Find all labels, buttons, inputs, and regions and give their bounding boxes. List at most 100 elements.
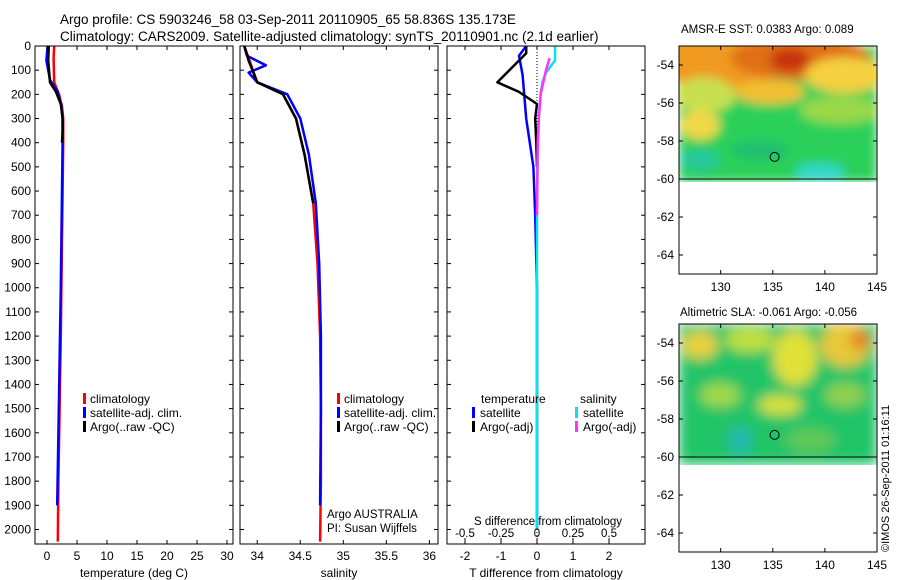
lon-tick-label: 130 — [711, 558, 731, 572]
sst-map-title: AMSR-E SST: 0.0383 Argo: 0.089 — [681, 24, 854, 36]
legend-swatch-t-argo — [472, 421, 475, 432]
x-tick-label: 1 — [570, 549, 577, 563]
depth-tick-label: 1000 — [4, 281, 31, 295]
x-tick-label: 15 — [130, 549, 144, 563]
salinity-legend: climatology satellite-adj. clim. Argo(..… — [337, 392, 436, 434]
sst-argo-location — [769, 151, 780, 162]
depth-tick-label: 1600 — [4, 426, 31, 440]
lon-tick-label: 135 — [763, 558, 783, 572]
legend-label-t-argo: Argo(-adj) — [480, 420, 533, 434]
x-tick-label: 30 — [220, 549, 234, 563]
legend-swatch-climatology — [337, 393, 340, 404]
depth-tick-label: 400 — [11, 136, 31, 150]
lon-tick-label: 145 — [867, 280, 887, 294]
legend-label-satellite: satellite-adj. clim. — [344, 406, 436, 420]
depth-tick-label: 100 — [11, 63, 31, 77]
sst-field — [679, 46, 877, 182]
x-tick-label: 5 — [74, 549, 81, 563]
difference-series — [496, 45, 557, 544]
imos-credit: ©IMOS 26-Sep-2011 01:16:11 — [880, 405, 892, 552]
legend-label-climatology: climatology — [90, 392, 150, 406]
x-tick-label: 35 — [337, 549, 351, 563]
sst-map-panel: AMSR-E SST: 0.0383 Argo: 0.089 130 135 140… — [657, 24, 888, 294]
header-line-1: Argo profile: CS 5903246_58 03-Sep-2011 … — [60, 12, 516, 27]
sst-map-lon-axis: 130 135 140 145 — [711, 46, 887, 294]
series-line-argo-raw-qc- — [243, 45, 315, 204]
depth-tick-label: 0 — [24, 39, 31, 53]
lat-tick-label: -62 — [657, 210, 675, 224]
salinity-axes-frame — [239, 45, 439, 545]
series-line-t-argo-adj- — [496, 46, 539, 167]
legend-swatch-argo — [83, 421, 86, 432]
lon-tick-label: 145 — [867, 558, 887, 572]
lat-tick-label: -64 — [657, 248, 675, 262]
s-tick-label: 0 — [534, 528, 540, 540]
depth-tick-label: 1700 — [4, 450, 31, 464]
x-tick-label: 35.5 — [375, 549, 399, 563]
x-tick-label: 20 — [160, 549, 174, 563]
salinity-x-axis: 34 34.5 35 35.5 36 — [251, 46, 436, 563]
sla-map-frame — [678, 323, 878, 553]
depth-tick-label: 1400 — [4, 377, 31, 391]
header-line-2: Climatology: CARS2009. Satellite-adjuste… — [60, 29, 599, 44]
depth-axis: 0 100 200 300 400 500 600 700 800 900 1000 1100 1200… — [4, 39, 233, 536]
legend-swatch-t-satellite — [472, 407, 475, 418]
x-tick-label: 10 — [100, 549, 114, 563]
x-tick-label: 34.5 — [289, 549, 313, 563]
depth-tick-label: 1100 — [5, 305, 31, 319]
lat-tick-label: -54 — [657, 58, 675, 72]
x-tick-label: 34 — [251, 549, 265, 563]
lat-tick-label: -56 — [657, 96, 675, 110]
legend-label-argo: Argo(..raw -QC) — [90, 420, 175, 434]
lat-tick-label: -58 — [657, 134, 675, 148]
lat-tick-label: -60 — [657, 450, 675, 464]
depth-tick-label: 2000 — [4, 522, 31, 536]
depth-tick-label: 1300 — [4, 353, 31, 367]
legend-swatch-argo — [337, 421, 340, 432]
lat-tick-label: -58 — [657, 412, 675, 426]
s-difference-label: S difference from climatology — [474, 516, 622, 528]
s-difference-x-axis: -0.5 -0.25 0 0.25 0.5 — [455, 528, 617, 544]
s-tick-label: -0.25 — [488, 528, 514, 540]
s-tick-label: 0.5 — [601, 528, 617, 540]
lon-tick-label: 135 — [763, 280, 783, 294]
lat-tick-label: -54 — [657, 336, 675, 350]
lat-tick-label: -56 — [657, 374, 675, 388]
depth-tick-label: 600 — [11, 184, 31, 198]
sla-map-lon-axis: 130 135 140 145 — [711, 324, 887, 572]
lon-tick-label: 140 — [815, 280, 835, 294]
legend-swatch-climatology — [83, 393, 86, 404]
legend-swatch-satellite — [83, 407, 86, 418]
series-line-satellite-adj-clim- — [243, 45, 323, 506]
float-pi-label: PI: Susan Wijffels — [327, 523, 417, 535]
sla-argo-location — [769, 429, 780, 440]
salinity-xlabel: salinity — [321, 566, 358, 580]
lat-tick-label: -62 — [657, 488, 675, 502]
depth-tick-label: 1500 — [4, 402, 31, 416]
lat-tick-label: -60 — [657, 172, 675, 186]
legend-label-t-satellite: satellite — [480, 406, 521, 420]
temperature-panel: 0100200300400500600700800900100011001200… — [4, 39, 234, 580]
depth-tick-label: 700 — [11, 208, 31, 222]
argo-position-marker — [769, 429, 780, 440]
x-tick-label: -2 — [460, 549, 471, 563]
legend-label-s-argo: Argo(-adj) — [583, 420, 636, 434]
legend-label-argo: Argo(..raw -QC) — [344, 420, 429, 434]
salinity-series — [243, 45, 323, 542]
legend-title-salinity: salinity — [580, 392, 617, 406]
sla-map-title: Altimetric SLA: -0.061 Argo: -0.056 — [680, 307, 857, 319]
legend-swatch-s-argo — [575, 421, 578, 432]
depth-tick-label: 300 — [11, 112, 31, 126]
argo-position-marker — [769, 151, 780, 162]
depth-tick-label: 1800 — [4, 474, 31, 488]
x-tick-label: 0 — [534, 549, 541, 563]
temperature-legend: climatology satellite-adj. clim. Argo(..… — [83, 392, 182, 434]
s-tick-label: 0.25 — [562, 528, 584, 540]
series-line-argo-raw-qc- — [46, 45, 64, 143]
difference-legend: temperature salinity satellite Argo(-adj… — [472, 392, 636, 434]
legend-label-s-satellite: satellite — [583, 406, 624, 420]
legend-swatch-satellite — [337, 407, 340, 418]
sst-map-lat-axis: -54 -56 -58 -60 -62 -64 — [657, 58, 877, 262]
series-line-climatology — [243, 45, 323, 542]
